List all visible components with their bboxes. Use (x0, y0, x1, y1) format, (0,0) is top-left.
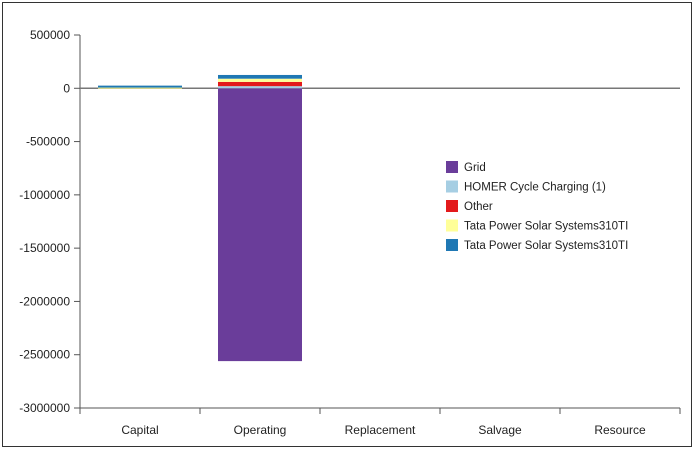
legend-swatch (446, 200, 458, 212)
legend-label: HOMER Cycle Charging (1) (464, 182, 606, 194)
x-tick-label: Resource (594, 423, 646, 437)
chart-frame (2, 2, 692, 447)
legend: Grid HOMER Cycle Charging (1) Other Tata Po… (446, 161, 628, 252)
bar-segment (218, 81, 302, 87)
y-tick-label: -1000000 (19, 188, 70, 202)
legend-swatch (446, 161, 458, 173)
y-tick-label: -1500000 (19, 241, 70, 255)
bar-segment (98, 86, 182, 89)
bar-segment (218, 74, 302, 79)
y-tick-label: -2500000 (19, 348, 70, 362)
y-tick-label: -500000 (26, 135, 70, 149)
legend-label: Tata Power Solar Systems310TI (464, 240, 628, 252)
bar-segment (98, 85, 182, 88)
bars (98, 74, 302, 362)
x-tick-label: Replacement (345, 423, 416, 437)
y-tick-label: 500000 (30, 28, 70, 42)
x-tick-label: Capital (121, 423, 158, 437)
bar-segment (218, 86, 302, 89)
legend-swatch (446, 239, 458, 251)
bar-segment (218, 78, 302, 82)
legend-label: Other (464, 201, 493, 213)
legend-label: Grid (464, 162, 486, 174)
legend-swatch (446, 219, 458, 232)
y-axis: 500000 0 -500000 -1000000 -1500000 -2000000 -2… (19, 28, 680, 415)
x-tick-label: Operating (234, 423, 287, 437)
y-tick-label: -3000000 (19, 401, 70, 415)
y-tick-label: 0 (63, 81, 70, 95)
legend-label: Tata Power Solar Systems310TI (464, 221, 628, 233)
bar-segment (218, 88, 302, 362)
y-tick-label: -2000000 (19, 294, 70, 308)
legend-swatch (446, 180, 458, 193)
x-axis: Capital Operating Replacement Salvage Resour… (79, 407, 681, 437)
x-tick-label: Salvage (478, 423, 522, 437)
